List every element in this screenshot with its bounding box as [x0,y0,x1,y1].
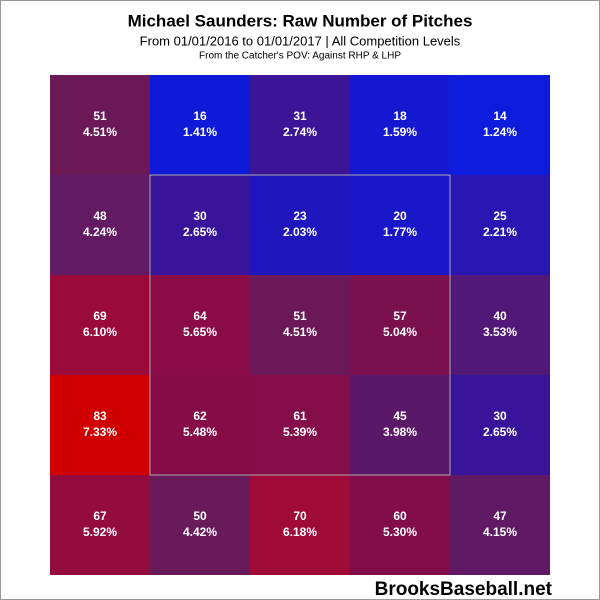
cell [50,275,150,375]
cell [250,275,350,375]
cell [450,275,550,375]
cell-percent: 2.65% [483,425,517,439]
cell [250,375,350,475]
cell-percent: 2.03% [283,225,317,239]
watermark: BrooksBaseball.net [375,579,553,600]
cell-count: 67 [93,509,107,523]
cell-count: 62 [193,409,207,423]
cell [50,175,150,275]
cell [350,175,450,275]
cell-count: 20 [393,209,407,223]
cell-percent: 5.48% [183,425,217,439]
cell-percent: 5.39% [283,425,317,439]
cell [50,75,150,175]
cell [250,175,350,275]
cell-count: 30 [193,209,207,223]
cell-count: 16 [193,109,207,123]
cell-percent: 7.33% [83,425,117,439]
cell [50,375,150,475]
cell-percent: 5.04% [383,325,417,339]
cell-count: 48 [93,209,107,223]
cell-count: 14 [493,109,507,123]
cell [150,475,250,575]
cell-count: 45 [393,409,407,423]
cell-percent: 3.53% [483,325,517,339]
cell-percent: 2.21% [483,225,517,239]
strike-zone [149,174,451,476]
cell-count: 70 [293,509,307,523]
cell-percent: 4.51% [283,325,317,339]
cell [150,75,250,175]
cell-count: 40 [493,309,507,323]
cell [350,475,450,575]
chart-subtitle: From 01/01/2016 to 01/01/2017 | All Comp… [140,33,461,48]
cell-percent: 6.10% [83,325,117,339]
cell [50,475,150,575]
cell-count: 61 [293,409,307,423]
cell-percent: 1.24% [483,125,517,139]
cell-count: 60 [393,509,407,523]
cell-count: 30 [493,409,507,423]
cell-count: 50 [193,509,207,523]
cell-percent: 1.59% [383,125,417,139]
cell-percent: 1.77% [383,225,417,239]
cell-percent: 5.30% [383,525,417,539]
cell-percent: 2.65% [183,225,217,239]
cell [150,375,250,475]
cell [350,275,450,375]
cell [150,275,250,375]
cell [250,475,350,575]
cell-percent: 5.65% [183,325,217,339]
chart-title: Michael Saunders: Raw Number of Pitches [128,11,473,30]
cell-count: 31 [293,109,307,123]
cell-percent: 1.41% [183,125,217,139]
cell [450,375,550,475]
cell [350,375,450,475]
cell-count: 51 [293,309,307,323]
cell-percent: 2.74% [283,125,317,139]
cell-count: 51 [93,109,107,123]
cell-percent: 4.51% [83,125,117,139]
grid: 51 4.51% 16 1.41% 31 2.74% 18 1.59% 14 1.24% 48 4.2… [50,75,550,575]
cell-count: 69 [93,309,107,323]
cell-count: 18 [393,109,407,123]
cell-count: 83 [93,409,107,423]
cell-percent: 4.42% [183,525,217,539]
cell-percent: 4.15% [483,525,517,539]
cell [450,175,550,275]
cell [150,175,250,275]
cell [450,75,550,175]
cell-percent: 3.98% [383,425,417,439]
cell-count: 25 [493,209,507,223]
cell-count: 64 [193,309,207,323]
cell [250,75,350,175]
cell-percent: 4.24% [83,225,117,239]
cell-count: 57 [393,309,407,323]
cell-count: 23 [293,209,307,223]
cell [350,75,450,175]
chart-note: From the Catcher's POV: Against RHP & LH… [199,51,401,62]
cell-percent: 6.18% [283,525,317,539]
cell-percent: 5.92% [83,525,117,539]
cell [450,475,550,575]
cell-count: 47 [493,509,507,523]
